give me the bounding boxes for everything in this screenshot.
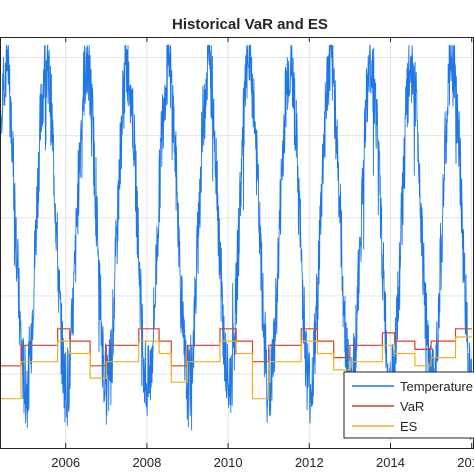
series-es-line: [0, 336, 472, 400]
x-tick-label: 2016: [457, 455, 474, 470]
x-tick-label: 2012: [295, 455, 324, 470]
legend-label-es: ES: [400, 419, 418, 434]
legend: Temperature VaR ES: [343, 371, 474, 439]
tick-layer: [65, 37, 473, 448]
grid-lines: [0, 37, 474, 448]
legend-box: [343, 371, 474, 439]
legend-label-temperature: Temperature: [400, 379, 473, 394]
x-tick-label: 2010: [214, 455, 243, 470]
legend-label-var: VaR: [400, 399, 424, 414]
x-tick-label: 2006: [51, 455, 80, 470]
chart-title: Historical VaR and ES: [172, 16, 328, 33]
x-tick-label: 2014: [376, 455, 405, 470]
x-tick-labels: 2004200620082010201220142016: [51, 455, 474, 470]
x-tick-label: 2008: [132, 455, 161, 470]
